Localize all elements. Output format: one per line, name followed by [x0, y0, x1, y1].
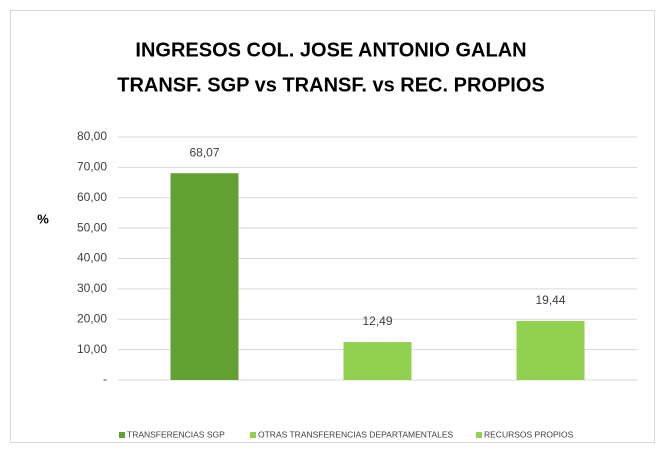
y-tick-label: 10,00	[77, 342, 107, 356]
chart-title: TRANSF. SGP vs TRANSF. vs REC. PROPIOS	[117, 74, 545, 96]
bar	[170, 173, 239, 380]
bar	[516, 320, 585, 380]
legend-label: RECURSOS PROPIOS	[484, 429, 574, 439]
y-tick-label: -	[103, 372, 107, 386]
legend-label: OTRAS TRANSFERENCIAS DEPARTAMENTALES	[258, 429, 454, 439]
y-axis-label: %	[37, 211, 49, 226]
y-tick-label: 60,00	[77, 190, 107, 204]
legend-label: TRANSFERENCIAS SGP	[127, 429, 225, 439]
data-label: 19,44	[535, 293, 565, 307]
y-tick-label: 30,00	[77, 281, 107, 295]
legend-swatch	[119, 432, 125, 438]
y-tick-label: 80,00	[77, 129, 107, 143]
y-tick-label: 70,00	[77, 160, 107, 174]
chart-title: INGRESOS COL. JOSE ANTONIO GALAN	[135, 39, 526, 61]
legend-swatch	[476, 432, 482, 438]
y-tick-label: 50,00	[77, 220, 107, 234]
data-label: 68,07	[189, 145, 219, 159]
legend-swatch	[250, 432, 256, 438]
y-tick-label: 40,00	[77, 251, 107, 265]
bar	[343, 342, 412, 380]
y-tick-label: 20,00	[77, 311, 107, 325]
data-label: 12,49	[362, 314, 392, 328]
